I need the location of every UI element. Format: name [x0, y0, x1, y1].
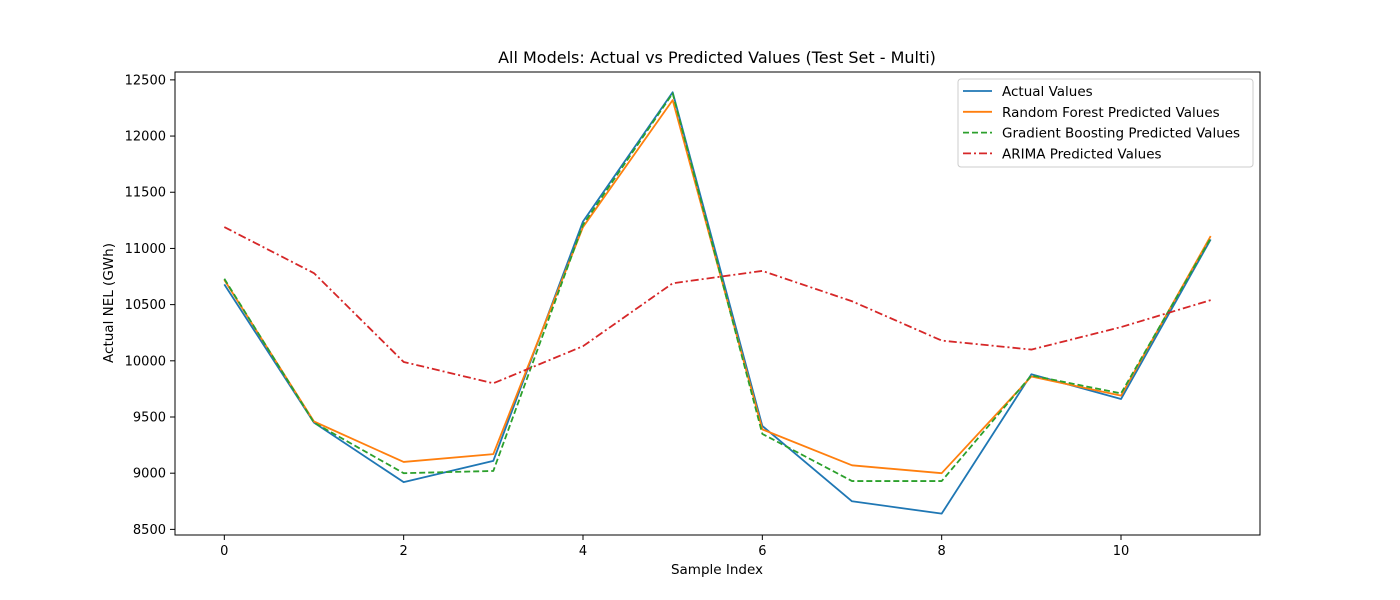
legend-label-3: Gradient Boosting Predicted Values — [1002, 126, 1240, 142]
legend: Actual Values Random Forest Predicted Val… — [957, 78, 1254, 168]
legend-label-1: Actual Values — [1002, 84, 1093, 100]
x-tick-label: 6 — [758, 544, 766, 559]
y-axis-label: Actual NEL (GWh) — [101, 243, 117, 363]
y-tick-label: 11500 — [125, 186, 166, 201]
series-line-2 — [223, 99, 1212, 475]
legend-box — [957, 78, 1254, 168]
legend-label-2: Random Forest Predicted Values — [1002, 105, 1220, 121]
y-tick-label: 9500 — [133, 411, 166, 426]
x-axis-label: Sample Index — [671, 562, 763, 578]
axes: 0 2 4 6 8 10 8500 9000 9500 10000 10500 11000 11500 1… — [125, 71, 1261, 559]
y-tick-label: 12000 — [125, 130, 166, 145]
legend-label-4: ARIMA Predicted Values — [1002, 146, 1162, 162]
axes-frame — [174, 71, 1261, 536]
y-tick-label: 10500 — [125, 298, 166, 313]
x-tick-label: 4 — [579, 544, 587, 559]
y-tick-label: 12500 — [125, 73, 166, 88]
x-tick-label: 0 — [220, 544, 228, 559]
y-tick-label: 10000 — [125, 354, 166, 369]
y-tick-label: 11000 — [125, 242, 166, 257]
x-tick-label: 10 — [1113, 544, 1130, 559]
chart-title: All Models: Actual vs Predicted Values (… — [498, 48, 936, 67]
x-tick-label: 2 — [400, 544, 408, 559]
plot-area — [223, 91, 1212, 515]
y-tick-label: 8500 — [133, 523, 166, 538]
y-tick-label: 9000 — [133, 467, 166, 482]
x-tick-label: 8 — [938, 544, 946, 559]
series-line-4 — [223, 226, 1211, 385]
series-line-3 — [223, 92, 1212, 482]
